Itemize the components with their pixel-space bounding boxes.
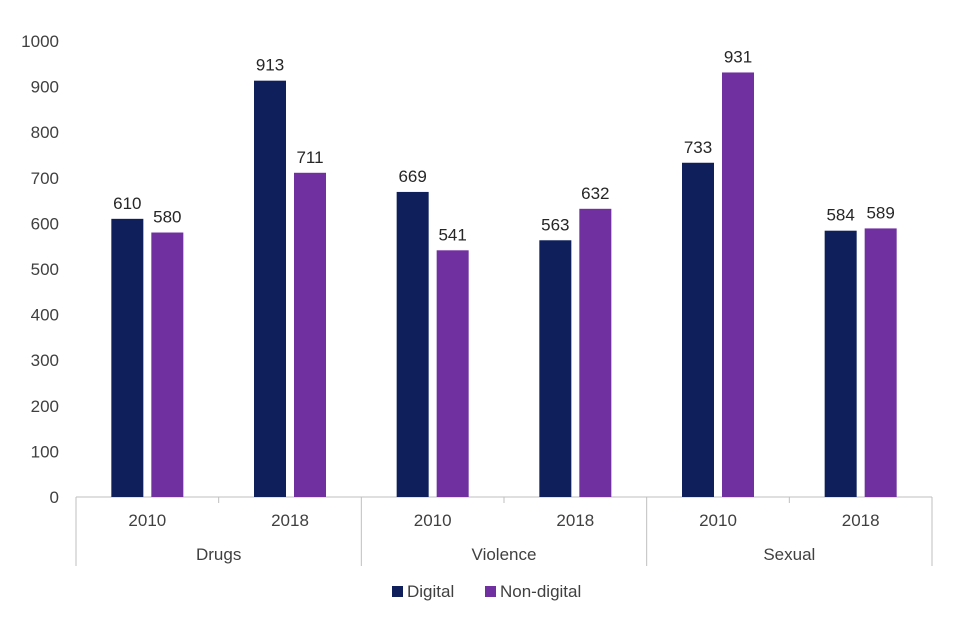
y-tick-label-800: 800	[31, 123, 59, 142]
group-label-sexual: Sexual	[763, 545, 815, 564]
group-label-drugs: Drugs	[196, 545, 241, 564]
x-tick-label-drugs-2010: 2010	[128, 511, 166, 530]
bars	[111, 72, 897, 498]
y-tick-label-700: 700	[31, 169, 59, 188]
legend-swatch-non-digital	[485, 586, 496, 597]
data-label-non-digital-violence-2018: 632	[581, 184, 609, 203]
data-label-digital-sexual-2018: 584	[826, 206, 854, 225]
y-tick-label-300: 300	[31, 351, 59, 370]
data-label-digital-sexual-2010: 733	[684, 138, 712, 157]
x-tick-label-violence-2010: 2010	[414, 511, 452, 530]
y-tick-label-600: 600	[31, 214, 59, 233]
data-label-non-digital-sexual-2018: 589	[866, 203, 894, 222]
bar-non-digital-drugs-2010	[151, 232, 184, 497]
bar-digital-drugs-2010	[111, 218, 144, 497]
y-tick-label-0: 0	[50, 488, 59, 507]
data-labels: 610 913 669 563 733 584 580 711 541 632 931 589	[113, 47, 895, 244]
x-tick-label-sexual-2018: 2018	[842, 511, 880, 530]
y-tick-label-400: 400	[31, 306, 59, 325]
bar-non-digital-sexual-2018	[864, 228, 897, 497]
data-label-non-digital-drugs-2018: 711	[296, 148, 323, 167]
bar-digital-drugs-2018	[254, 80, 286, 497]
x-tick-label-drugs-2018: 2018	[271, 511, 309, 530]
data-label-non-digital-sexual-2010: 931	[724, 47, 752, 66]
legend-swatch-digital	[392, 586, 403, 597]
y-tick-label-500: 500	[31, 260, 59, 279]
bar-non-digital-drugs-2018	[294, 172, 326, 497]
bar-non-digital-violence-2018	[579, 208, 612, 498]
x-tick-label-violence-2018: 2018	[556, 511, 594, 530]
data-label-digital-drugs-2018: 913	[256, 56, 284, 75]
bar-digital-violence-2010	[396, 191, 429, 497]
data-label-digital-drugs-2010: 610	[113, 194, 141, 213]
y-tick-label-200: 200	[31, 397, 59, 416]
data-label-non-digital-violence-2010: 541	[438, 225, 466, 244]
legend: Digital Non-digital	[392, 582, 581, 601]
data-label-non-digital-drugs-2010: 580	[153, 208, 181, 227]
x-tick-label-sexual-2010: 2010	[699, 511, 737, 530]
group-label-violence: Violence	[472, 545, 537, 564]
axes: 0 100 200 300 400 500 600 700 800 900 1000 2010 2018…	[21, 32, 933, 566]
bar-non-digital-violence-2010	[436, 250, 469, 497]
bar-digital-violence-2018	[539, 240, 572, 497]
bar-digital-sexual-2018	[824, 230, 857, 498]
data-label-digital-violence-2018: 563	[541, 215, 569, 234]
y-tick-label-900: 900	[31, 78, 59, 97]
y-tick-label-100: 100	[31, 442, 59, 461]
bar-digital-sexual-2010	[682, 162, 714, 497]
legend-label-non-digital: Non-digital	[500, 582, 581, 601]
bar-non-digital-sexual-2010	[722, 72, 754, 498]
y-tick-label-1000: 1000	[21, 32, 59, 51]
legend-label-digital: Digital	[407, 582, 454, 601]
data-label-digital-violence-2010: 669	[398, 167, 426, 186]
